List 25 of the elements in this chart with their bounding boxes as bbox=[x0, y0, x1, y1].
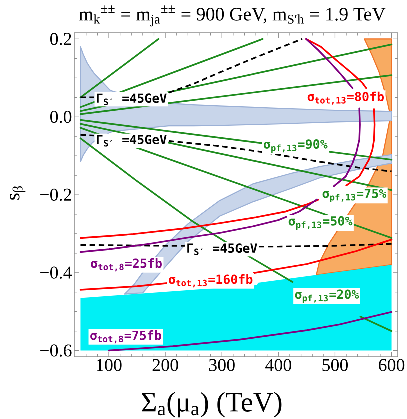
annotation: Γ$_{S′}$ =45GeV bbox=[97, 94, 167, 106]
chart-title: m$_{k}$$^{±±}$ = m$_{ja}$$^{±±}$ = 900 GeV, m$_{S′h}$ = 1.9 TeV bbox=[79, 6, 386, 27]
annotation: σ$_{tot,8}$=25fb bbox=[91, 258, 162, 272]
y-tick-label: −0.6 bbox=[40, 344, 72, 357]
x-tick-label: 300 bbox=[209, 359, 235, 372]
y-tick-label: −0.2 bbox=[40, 188, 72, 202]
x-axis-title: Σ$_{a}$(μ$_{a}$) (TeV) bbox=[142, 392, 282, 418]
annotation: σ$_{pf,13}$=20% bbox=[295, 290, 360, 304]
annotation: Γ$_{S′}$ =45GeV bbox=[97, 135, 167, 147]
y-axis-title: s$_{β}$ bbox=[10, 186, 26, 200]
y-tick-label: 0.2 bbox=[50, 33, 72, 46]
annotation: Γ$_{S′}$ =45GeV bbox=[188, 244, 258, 256]
x-tick-label: 400 bbox=[266, 359, 292, 372]
x-tick-label: 200 bbox=[152, 359, 178, 372]
y-tick-label: 0.0 bbox=[50, 111, 72, 124]
annotation: σ$_{pf,13}$=75% bbox=[322, 189, 387, 202]
x-tick-label: 600 bbox=[379, 359, 405, 372]
annotation: σ$_{pf,13}$=90% bbox=[264, 140, 328, 154]
annotation: σ$_{pf,13}$=50% bbox=[288, 216, 353, 230]
x-tick-label: 500 bbox=[322, 359, 348, 372]
annotation: σ$_{tot,13}$=80fb bbox=[308, 92, 384, 105]
y-tick-label: −0.4 bbox=[40, 266, 72, 279]
annotation: σ$_{tot,13}$=160fb bbox=[169, 274, 253, 288]
x-tick-label: 100 bbox=[97, 359, 122, 372]
annotation: σ$_{tot,8}$=75fb bbox=[90, 330, 162, 344]
